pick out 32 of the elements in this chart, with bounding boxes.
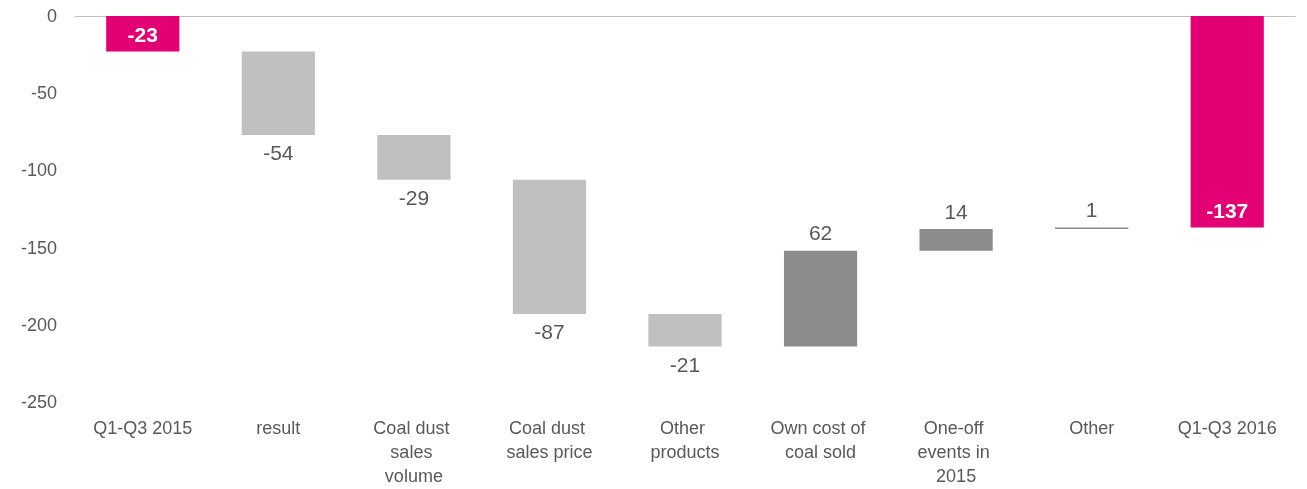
bar bbox=[919, 229, 993, 251]
bar bbox=[783, 250, 858, 347]
data-label: 1 bbox=[1085, 198, 1098, 222]
bar bbox=[648, 313, 722, 347]
bar bbox=[241, 51, 315, 135]
x-tick-label: result bbox=[256, 418, 301, 438]
bar bbox=[1190, 16, 1264, 228]
y-tick-label: -200 bbox=[20, 314, 57, 335]
y-tick-label: 0 bbox=[46, 6, 57, 26]
x-tick-label: Own cost of coal sold bbox=[770, 418, 871, 462]
bar bbox=[512, 179, 587, 314]
data-label: 14 bbox=[944, 199, 969, 223]
y-tick-label: -250 bbox=[20, 392, 57, 412]
x-tick-label: Other products bbox=[650, 418, 720, 462]
x-tick-label: Coal dust sales volume bbox=[373, 418, 455, 486]
data-label: -29 bbox=[398, 186, 430, 210]
x-tick-label: Q1-Q3 2015 bbox=[93, 418, 193, 438]
x-tick-label: Coal dust sales price bbox=[506, 418, 593, 462]
x-tick-label: Q1-Q3 2016 bbox=[1177, 418, 1277, 438]
data-label: -21 bbox=[669, 352, 701, 376]
data-label: 62 bbox=[808, 221, 833, 245]
data-label: -54 bbox=[263, 141, 294, 165]
y-tick-label: -100 bbox=[20, 160, 57, 181]
y-tick-label: -50 bbox=[30, 83, 57, 104]
data-label: -23 bbox=[127, 23, 158, 47]
x-tick-label: One-off events in 2015 bbox=[917, 418, 995, 486]
bar bbox=[106, 16, 180, 52]
data-label: -137 bbox=[1206, 199, 1249, 223]
data-label: -87 bbox=[534, 320, 565, 344]
bar bbox=[377, 134, 451, 180]
x-tick-label: Other bbox=[1069, 418, 1115, 438]
y-tick-label: -150 bbox=[20, 237, 57, 258]
